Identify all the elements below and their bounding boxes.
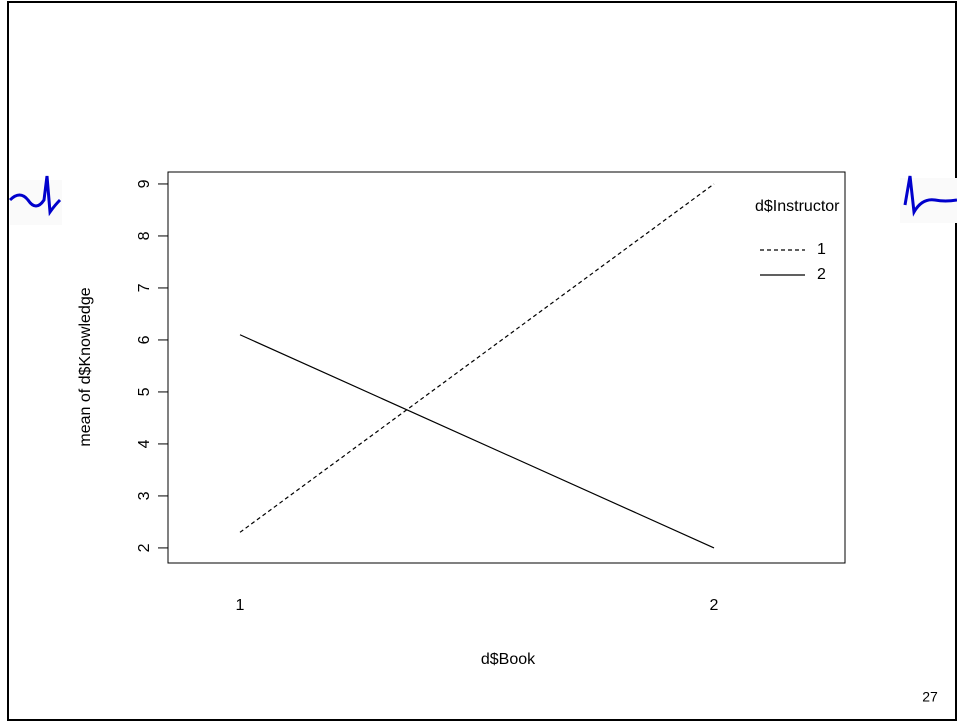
y-tick-label: 4 [136, 439, 153, 448]
x-tick-label: 1 [236, 597, 245, 614]
legend-label: 2 [817, 266, 826, 283]
y-tick-label: 9 [136, 179, 153, 188]
y-tick-label: 6 [136, 335, 153, 344]
slide-number: 27 [922, 689, 938, 705]
legend-label: 1 [817, 241, 826, 258]
y-tick-label: 3 [136, 491, 153, 500]
wave-icon-left [10, 176, 62, 225]
y-tick-label: 5 [136, 387, 153, 396]
y-tick-label: 7 [136, 283, 153, 292]
slide: d$Book mean of d$Knowledge d$Instructor … [0, 0, 957, 721]
x-axis-label: d$Book [481, 651, 536, 668]
y-tick-label: 8 [136, 231, 153, 240]
x-tick-label: 2 [710, 597, 719, 614]
y-tick-label: 2 [136, 543, 153, 552]
legend-title: d$Instructor [755, 198, 840, 215]
wave-icon-right [900, 176, 957, 223]
slide-frame [8, 2, 956, 720]
y-axis-label: mean of d$Knowledge [77, 287, 94, 446]
